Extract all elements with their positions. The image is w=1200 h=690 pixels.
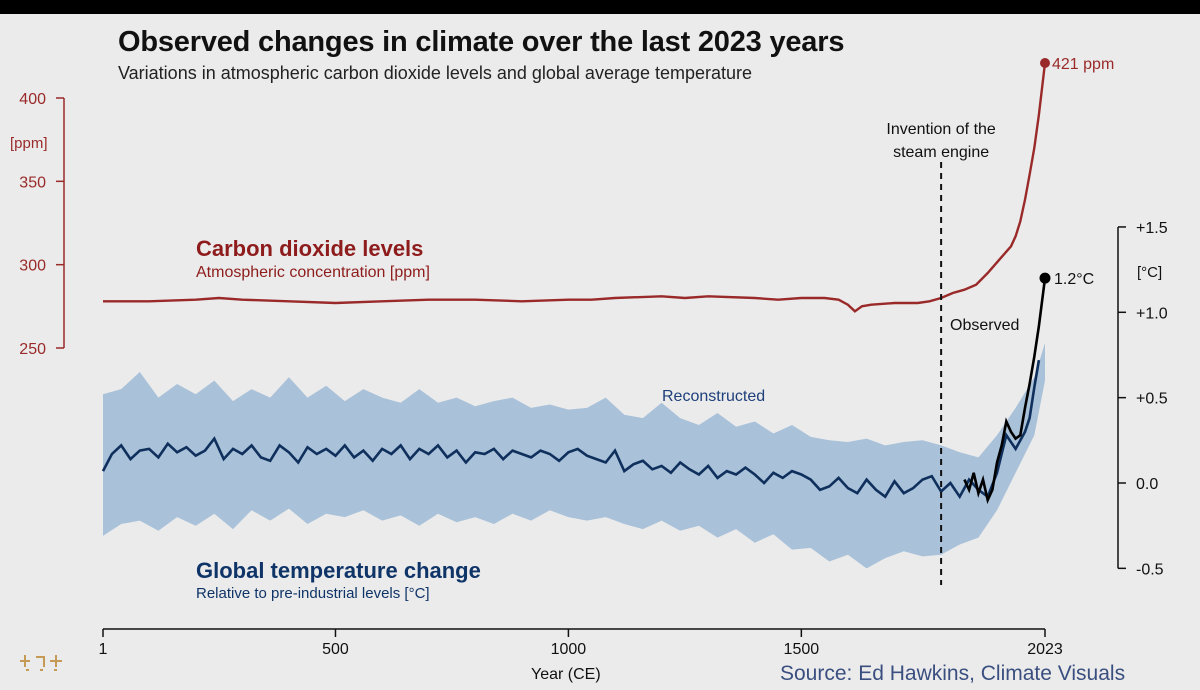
temperature-observed-line — [963, 278, 1047, 505]
steam-engine-label-line2: steam engine — [893, 144, 989, 161]
temperature-tick-label: +1.0 — [1136, 305, 1168, 322]
reconstructed-label: Reconstructed — [662, 388, 765, 405]
co2-end-label: 421 ppm — [1052, 56, 1114, 73]
temperature-tick-label: 0.0 — [1136, 476, 1158, 493]
x-tick-label: 1000 — [551, 641, 587, 658]
co2-series-title: Carbon dioxide levels — [196, 236, 424, 261]
steam-engine-label-line1: Invention of the — [886, 121, 996, 138]
temperature-reconstructed-line — [101, 359, 1041, 500]
temperature-tick-label: +1.5 — [1136, 220, 1168, 237]
co2-tick-label: 400 — [19, 91, 46, 108]
x-tick-label: 500 — [322, 641, 349, 658]
temperature-axis-unit-label: [°C] — [1137, 264, 1162, 281]
x-tick-label: 1500 — [784, 641, 820, 658]
co2-line — [103, 62, 1047, 313]
temperature-series-subtitle: Relative to pre-industrial levels [°C] — [196, 585, 430, 602]
temperature-series-title: Global temperature change — [196, 558, 481, 583]
chart-subtitle: Variations in atmospheric carbon dioxide… — [118, 63, 753, 83]
co2-series-subtitle: Atmospheric concentration [ppm] — [196, 264, 430, 281]
temperature-tick-label: -0.5 — [1136, 561, 1164, 578]
observed-label: Observed — [950, 317, 1019, 334]
chart-title: Observed changes in climate over the las… — [118, 26, 845, 58]
x-axis: 1 500 1000 1500 2023 — [99, 628, 1063, 658]
temperature-end-label: 1.2°C — [1054, 271, 1094, 288]
co2-tick-label: 350 — [19, 174, 46, 191]
co2-axis-unit-label: [ppm] — [10, 135, 48, 152]
watermark-logo-icon — [20, 655, 62, 671]
x-tick-label: 2023 — [1027, 641, 1063, 658]
temperature-tick-label: +0.5 — [1136, 391, 1168, 408]
temperature-uncertainty-band — [103, 343, 1045, 569]
temperature-end-point — [1039, 272, 1051, 284]
x-axis-label: Year (CE) — [531, 666, 601, 683]
x-tick-label: 1 — [99, 641, 108, 658]
co2-end-point — [1040, 58, 1050, 68]
co2-axis: 250 300 350 400 — [19, 91, 65, 358]
co2-tick-label: 250 — [19, 341, 46, 358]
temperature-axis: -0.5 0.0 +0.5 +1.0 +1.5 — [1117, 220, 1168, 578]
co2-tick-label: 300 — [19, 258, 46, 275]
source-credit: Source: Ed Hawkins, Climate Visuals — [780, 662, 1126, 685]
top-bar — [0, 0, 1200, 14]
